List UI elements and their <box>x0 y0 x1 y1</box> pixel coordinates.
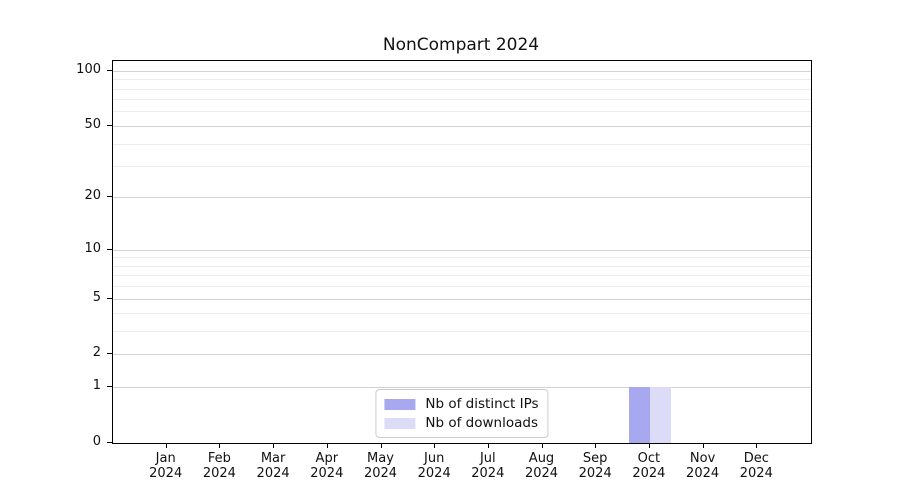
x-tick-label: Apr 2024 <box>299 451 355 481</box>
y-gridline-major <box>113 387 811 389</box>
x-tick-year: 2024 <box>310 466 344 481</box>
x-tick-month: Aug <box>528 451 555 466</box>
legend-swatch <box>384 417 416 429</box>
y-gridline-minor <box>113 275 811 277</box>
y-gridline-minor <box>113 265 811 267</box>
x-tick-month: Jul <box>479 451 496 466</box>
y-tick-label: 1 <box>92 378 101 394</box>
y-tick-mark <box>107 297 113 299</box>
x-tick-mark <box>434 444 436 448</box>
x-tick-month: Jun <box>424 451 445 466</box>
x-tick-mark <box>756 444 758 448</box>
x-tick-year: 2024 <box>363 466 398 481</box>
x-tick-label: Sep 2024 <box>567 451 623 481</box>
x-tick-year: 2024 <box>632 466 666 481</box>
x-tick-label: Jul 2024 <box>460 451 516 481</box>
x-tick-mark <box>487 444 489 448</box>
x-tick-month: Nov <box>689 451 716 466</box>
y-gridline-minor <box>113 257 811 259</box>
bar-nb-of-downloads <box>649 387 671 443</box>
y-gridline-minor <box>113 313 811 315</box>
y-gridline-major <box>113 125 811 127</box>
chart-title: NonCompart 2024 <box>382 35 540 55</box>
y-tick-mark <box>107 386 113 388</box>
legend-label: Nb of distinct IPs <box>425 396 539 412</box>
x-tick-mark <box>541 444 543 448</box>
x-tick-year: 2024 <box>256 466 290 481</box>
y-tick-label: 100 <box>76 61 101 77</box>
y-gridline-major <box>113 249 811 251</box>
legend: Nb of distinct IPs Nb of downloads <box>375 389 549 438</box>
y-tick-label: 10 <box>84 240 101 256</box>
x-tick-month: Mar <box>260 451 286 466</box>
legend-swatch <box>384 398 416 410</box>
y-tick-mark <box>107 248 113 250</box>
y-tick-mark <box>107 124 113 126</box>
y-gridline-major <box>113 354 811 356</box>
y-tick-label: 5 <box>92 289 101 305</box>
legend-label: Nb of downloads <box>425 415 538 431</box>
y-gridline-major <box>113 70 811 72</box>
y-gridline-minor <box>113 286 811 288</box>
y-tick-label: 50 <box>84 116 101 132</box>
x-tick-month: May <box>367 451 394 466</box>
y-tick-mark <box>107 353 113 355</box>
x-tick-year: 2024 <box>471 466 505 481</box>
x-tick-label: Dec 2024 <box>728 451 784 481</box>
x-tick-mark <box>702 444 704 448</box>
y-gridline-minor <box>113 331 811 333</box>
y-gridline-major <box>113 197 811 199</box>
y-tick-label: 0 <box>92 434 101 449</box>
x-tick-label: May 2024 <box>353 451 409 481</box>
x-tick-label: Nov 2024 <box>675 451 731 481</box>
x-tick-year: 2024 <box>202 466 236 481</box>
x-tick-year: 2024 <box>578 466 612 481</box>
x-tick-mark <box>273 444 275 448</box>
plot-area: Nb of distinct IPs Nb of downloads <box>112 60 812 444</box>
x-tick-mark <box>165 444 167 448</box>
x-tick-mark <box>648 444 650 448</box>
x-tick-mark <box>219 444 221 448</box>
y-gridline-major <box>113 298 811 300</box>
x-tick-label: Oct 2024 <box>621 451 677 481</box>
y-gridline-minor <box>113 111 811 113</box>
y-gridline-minor <box>113 99 811 101</box>
x-tick-year: 2024 <box>417 466 451 481</box>
y-tick-label: 2 <box>92 345 101 361</box>
y-tick-mark <box>107 442 113 443</box>
x-tick-month: Feb <box>207 451 231 466</box>
x-tick-month: Dec <box>743 451 769 466</box>
x-tick-year: 2024 <box>739 466 773 481</box>
legend-item: Nb of downloads <box>384 415 538 431</box>
x-tick-label: Aug 2024 <box>514 451 570 481</box>
x-tick-label: Mar 2024 <box>245 451 301 481</box>
x-tick-month: Oct <box>637 451 661 466</box>
y-tick-mark <box>107 196 113 198</box>
legend-item: Nb of distinct IPs <box>384 396 539 412</box>
y-tick-label: 20 <box>84 188 101 204</box>
x-tick-year: 2024 <box>686 466 720 481</box>
x-tick-month: Apr <box>315 451 339 466</box>
y-gridline-minor <box>113 166 811 167</box>
x-tick-month: Sep <box>582 451 608 466</box>
x-tick-label: Feb 2024 <box>191 451 247 481</box>
x-tick-mark <box>326 444 328 448</box>
x-tick-label: Jan 2024 <box>138 451 194 481</box>
y-gridline-minor <box>113 88 811 90</box>
x-tick-year: 2024 <box>524 466 559 481</box>
x-tick-month: Jan <box>155 451 176 466</box>
x-tick-year: 2024 <box>149 466 183 481</box>
y-gridline-minor <box>113 79 811 81</box>
y-tick-mark <box>107 69 113 71</box>
x-tick-mark <box>595 444 597 448</box>
y-gridline-minor <box>113 143 811 145</box>
x-tick-label: Jun 2024 <box>406 451 462 481</box>
bar-nb-of-distinct-ips <box>628 387 650 443</box>
x-tick-mark <box>380 444 382 448</box>
